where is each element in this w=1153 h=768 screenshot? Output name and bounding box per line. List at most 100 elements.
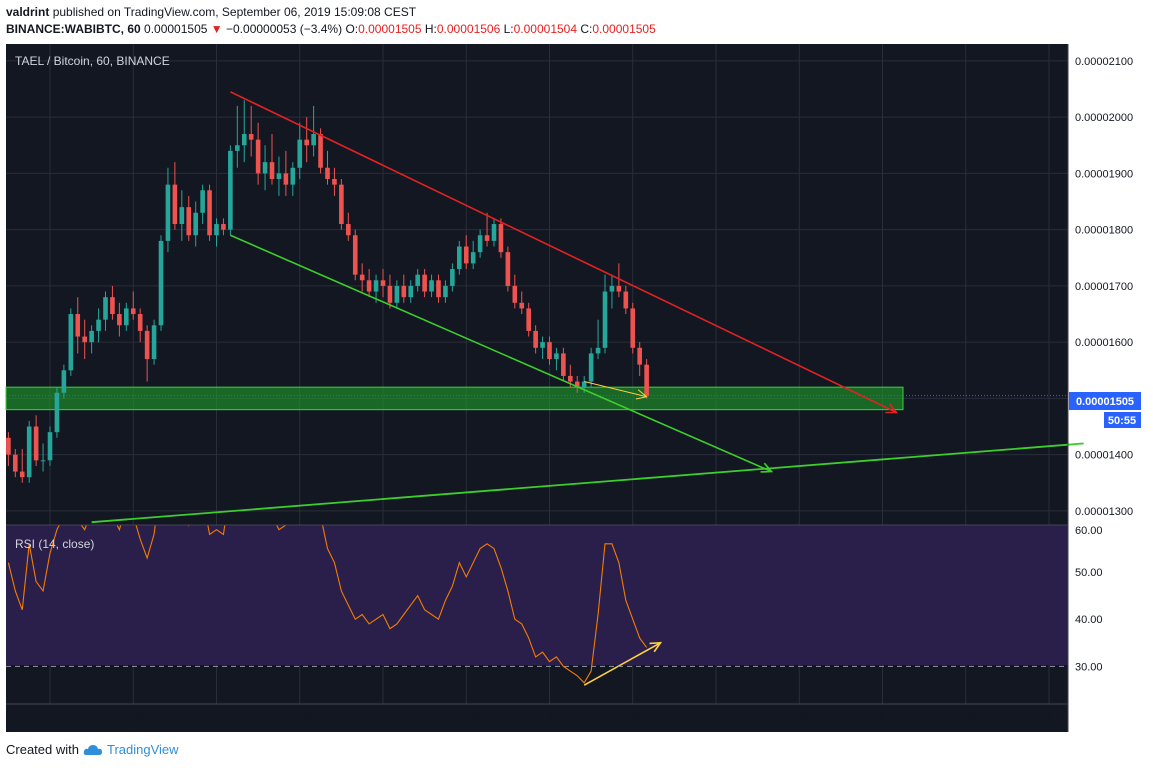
time-tick-label: 5 [380, 713, 386, 725]
candle-body [103, 297, 108, 320]
down-arrow-icon: ▼ [210, 22, 223, 36]
tradingview-brand[interactable]: TradingView [106, 742, 179, 757]
candle-body [75, 314, 81, 337]
candle-body [318, 134, 323, 168]
candle-body [117, 314, 122, 326]
close-value: 0.00001505 [592, 22, 656, 36]
red-resistance-line-head [885, 403, 899, 414]
candle-body [595, 347, 601, 354]
symbol-name: BINANCE:WABIBTC, 60 [6, 22, 141, 36]
candle-body [554, 353, 559, 360]
candle-body [110, 297, 115, 315]
candle-body [214, 224, 219, 236]
time-axis[interactable]: 3 12:00 4 12:00 5 12:00 6 12:00 7 12:00 8 12:00 9 [47, 713, 1052, 725]
time-tick-label: 12:00 [619, 713, 647, 725]
candle-body [26, 426, 32, 478]
candle-body [609, 285, 615, 292]
candle-body [221, 224, 226, 230]
green-support-line [91, 442, 1084, 524]
candle-body [6, 437, 11, 455]
candle-body [602, 291, 608, 348]
candle-body [637, 347, 642, 365]
candle-body [512, 285, 518, 303]
rsi-line [6, 525, 1068, 684]
price-divergence-arrow [584, 381, 647, 398]
candle-body [450, 269, 455, 286]
candle-body [165, 184, 171, 241]
price-axis[interactable]: 0.00002100 0.00002000 0.00001900 0.00001800… [1075, 56, 1133, 518]
price-tick-label: 0.00001700 [1075, 281, 1133, 293]
candle-body [491, 224, 497, 241]
candle-body [477, 235, 483, 253]
symbol-line: BINANCE:WABIBTC, 60 0.00001505 ▼ −0.0000… [6, 22, 656, 36]
candle-body [574, 381, 580, 388]
price-tick-label: 0.00002100 [1075, 56, 1133, 68]
candle-body [526, 308, 531, 331]
time-tick-label: 12:00 [119, 713, 147, 725]
candle-body [33, 426, 39, 461]
time-tick-label: 12:00 [286, 713, 314, 725]
candle-body [241, 134, 247, 146]
candle-body [68, 314, 74, 371]
candle-body [470, 252, 476, 264]
candle-body [332, 179, 337, 185]
price-tick-label: 0.00001300 [1075, 506, 1133, 518]
price-tick-label: 0.00001800 [1075, 225, 1133, 237]
candle-body [40, 460, 46, 462]
candle-body [304, 139, 309, 146]
red-resistance-line [230, 91, 897, 414]
candle-body [623, 291, 629, 309]
green-channel-line-head [760, 462, 774, 473]
candle-body [276, 173, 282, 180]
candle-body [207, 190, 212, 236]
candle-body [235, 145, 240, 151]
candle-body [457, 246, 462, 270]
published-text: published on TradingView.com, September … [52, 5, 417, 19]
price-tick-label: 0.00001600 [1075, 337, 1133, 349]
green-channel-line [230, 234, 772, 473]
time-tick-label: 4 [213, 713, 219, 725]
countdown-label: 50:55 [1108, 415, 1136, 427]
rsi-tick-label: 30.00 [1075, 661, 1103, 673]
candle-body [124, 308, 129, 326]
price-tick-label: 0.00002000 [1075, 112, 1133, 124]
time-tick-label: 7 [713, 713, 719, 725]
candle-body [373, 280, 379, 292]
last-price-label: 0.00001505 [1076, 396, 1134, 408]
candle-body [547, 342, 552, 360]
candle-body [644, 364, 649, 396]
support-zone-rect [5, 386, 904, 411]
candle-body [151, 325, 157, 360]
candle-body [82, 336, 87, 343]
open-value: 0.00001505 [358, 22, 422, 36]
time-tick-label: 8 [879, 713, 885, 725]
low-value: 0.00001504 [513, 22, 578, 36]
candle-body [144, 330, 150, 360]
rsi-axis[interactable]: 60.00 50.00 40.00 30.00 [1075, 525, 1103, 673]
time-tick-label: 12:00 [452, 713, 480, 725]
candle-body [255, 139, 261, 174]
price-tick-label: 0.00001900 [1075, 168, 1133, 180]
candle-body [359, 274, 365, 281]
candle-body [352, 235, 358, 275]
rsi-divergence-arrow [583, 642, 661, 686]
author-name[interactable]: valdrint [6, 5, 50, 19]
candle-body [200, 190, 205, 213]
tradingview-cloud-icon [83, 744, 102, 755]
candle-body [339, 184, 344, 225]
rsi-divergence-arrow-head [649, 641, 663, 653]
rsi-tick-label: 50.00 [1075, 567, 1103, 579]
candle-body [96, 319, 101, 331]
chart-title: TAEL / Bitcoin, 60, BINANCE [15, 54, 170, 68]
low-label: L: [503, 22, 514, 36]
countdown-tag: 50:55 [1104, 412, 1141, 428]
candle-body [429, 280, 434, 292]
candle-body [401, 285, 407, 298]
footer: Created with TradingView [6, 742, 179, 757]
candle-body [130, 308, 136, 315]
candle-body [248, 134, 254, 140]
time-tick-label: 12:00 [952, 713, 980, 725]
candle-body [19, 471, 25, 478]
candle-body [283, 173, 289, 185]
